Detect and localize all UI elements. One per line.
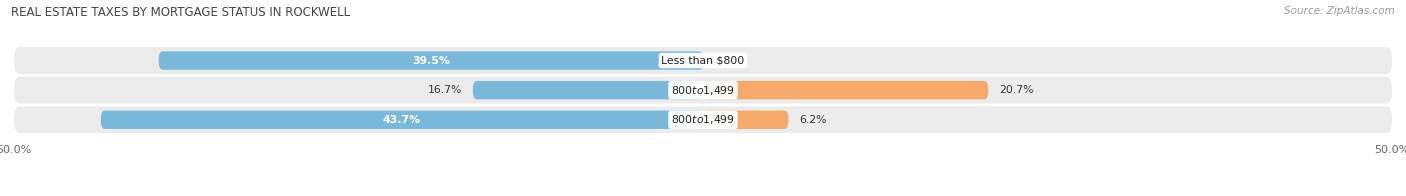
FancyBboxPatch shape: [14, 47, 1392, 74]
FancyBboxPatch shape: [14, 77, 1392, 103]
Text: 0.0%: 0.0%: [714, 55, 742, 65]
FancyBboxPatch shape: [703, 111, 789, 129]
FancyBboxPatch shape: [159, 51, 703, 70]
FancyBboxPatch shape: [703, 81, 988, 99]
Text: Less than $800: Less than $800: [661, 55, 745, 65]
Text: $800 to $1,499: $800 to $1,499: [671, 113, 735, 126]
Text: 6.2%: 6.2%: [800, 115, 827, 125]
Text: $800 to $1,499: $800 to $1,499: [671, 84, 735, 97]
Text: Source: ZipAtlas.com: Source: ZipAtlas.com: [1284, 6, 1395, 16]
FancyBboxPatch shape: [101, 111, 703, 129]
Text: 39.5%: 39.5%: [412, 55, 450, 65]
Text: 16.7%: 16.7%: [427, 85, 461, 95]
FancyBboxPatch shape: [14, 106, 1392, 133]
Text: 43.7%: 43.7%: [382, 115, 420, 125]
Text: 20.7%: 20.7%: [1000, 85, 1033, 95]
Text: REAL ESTATE TAXES BY MORTGAGE STATUS IN ROCKWELL: REAL ESTATE TAXES BY MORTGAGE STATUS IN …: [11, 6, 350, 19]
FancyBboxPatch shape: [472, 81, 703, 99]
